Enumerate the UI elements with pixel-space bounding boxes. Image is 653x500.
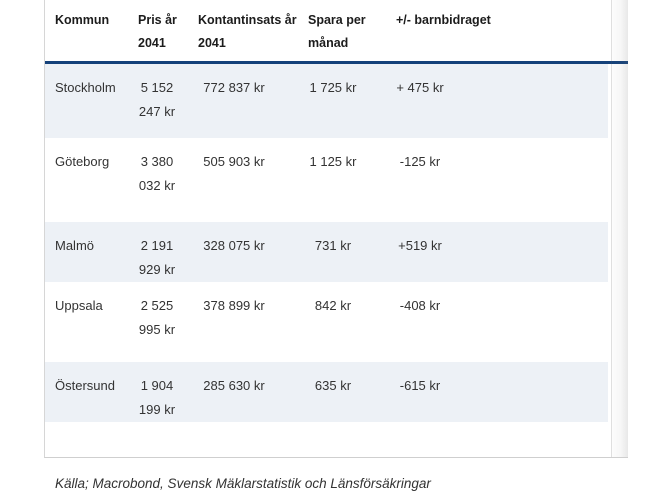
cell-barnbidraget: +519 kr <box>398 238 442 253</box>
table-row-goteborg: Göteborg 3 380 032 kr 505 903 kr 1 125 k… <box>45 138 608 222</box>
cell-pris: 3 380 032 kr <box>138 154 176 193</box>
spacer-cell <box>479 64 608 138</box>
cell-kontantinsats: 378 899 kr <box>203 298 265 313</box>
column-header-barnbidraget: +/- barnbidraget <box>389 0 491 64</box>
header-line: Kontantinsats år <box>198 13 297 27</box>
cell-pris: 2 525 995 kr <box>138 298 176 337</box>
cell-pris: 5 152 247 kr <box>138 80 176 119</box>
cell-pris: 1 904 199 kr <box>138 378 176 417</box>
cell-spara: 635 kr <box>314 378 352 393</box>
column-header-kommun: Kommun <box>45 0 131 64</box>
header-row: Kommun Pris år 2041 Kontantinsats år 2041 … <box>45 0 608 64</box>
vertical-scrollbar[interactable] <box>611 0 628 457</box>
cell-barnbidraget: + 475 kr <box>396 80 444 95</box>
cell-kontantinsats: 772 837 kr <box>203 80 265 95</box>
cell-kommun: Stockholm <box>55 80 116 95</box>
header-spacer-cell <box>479 0 608 64</box>
cell-kontantinsats: 285 630 kr <box>203 378 265 393</box>
table-widget: Kommun Pris år 2041 Kontantinsats år 2041 … <box>44 0 628 458</box>
header-line: +/- barnbidraget <box>396 13 491 27</box>
header-divider-line <box>45 61 628 64</box>
table-row-uppsala: Uppsala 2 525 995 kr 378 899 kr 842 kr -… <box>45 282 608 362</box>
cell-barnbidraget: -408 kr <box>399 298 441 313</box>
column-header-pris: Pris år 2041 <box>131 0 191 64</box>
header-line: Kommun <box>55 13 110 27</box>
cell-pris: 2 191 929 kr <box>138 238 176 277</box>
cell-kommun: Uppsala <box>55 298 103 313</box>
cell-kommun: Östersund <box>55 378 115 393</box>
table-row-stockholm: Stockholm 5 152 247 kr 772 837 kr 1 725 … <box>45 64 608 138</box>
cell-barnbidraget: -125 kr <box>399 154 441 169</box>
spacer-cell <box>479 138 608 222</box>
spacer-cell <box>479 362 608 422</box>
source-caption: Källa; Macrobond, Svensk Mäklarstatistik… <box>55 476 431 491</box>
table-row-ostersund: Östersund 1 904 199 kr 285 630 kr 635 kr… <box>45 362 608 422</box>
cell-spara: 842 kr <box>314 298 352 313</box>
cell-spara: 1 125 kr <box>309 154 357 169</box>
spacer-cell <box>479 282 608 362</box>
cell-kontantinsats: 505 903 kr <box>203 154 265 169</box>
data-table: Kommun Pris år 2041 Kontantinsats år 2041 … <box>45 0 608 422</box>
cell-barnbidraget: -615 kr <box>399 378 441 393</box>
cell-kommun: Göteborg <box>55 154 110 169</box>
cell-kontantinsats: 328 075 kr <box>203 238 265 253</box>
column-header-kontantinsats: Kontantinsats år 2041 <box>191 0 301 64</box>
header-line: Pris år <box>138 13 177 27</box>
spacer-cell <box>479 222 608 282</box>
table-row-malmo: Malmö 2 191 929 kr 328 075 kr 731 kr +51… <box>45 222 608 282</box>
column-header-spara: Spara per månad <box>301 0 389 64</box>
cell-spara: 1 725 kr <box>309 80 357 95</box>
cell-spara: 731 kr <box>314 238 352 253</box>
header-line: 2041 <box>138 36 166 50</box>
header-line: 2041 <box>198 36 226 50</box>
cell-kommun: Malmö <box>55 238 95 253</box>
header-line: månad <box>308 36 349 50</box>
header-line: Spara per <box>308 13 366 27</box>
